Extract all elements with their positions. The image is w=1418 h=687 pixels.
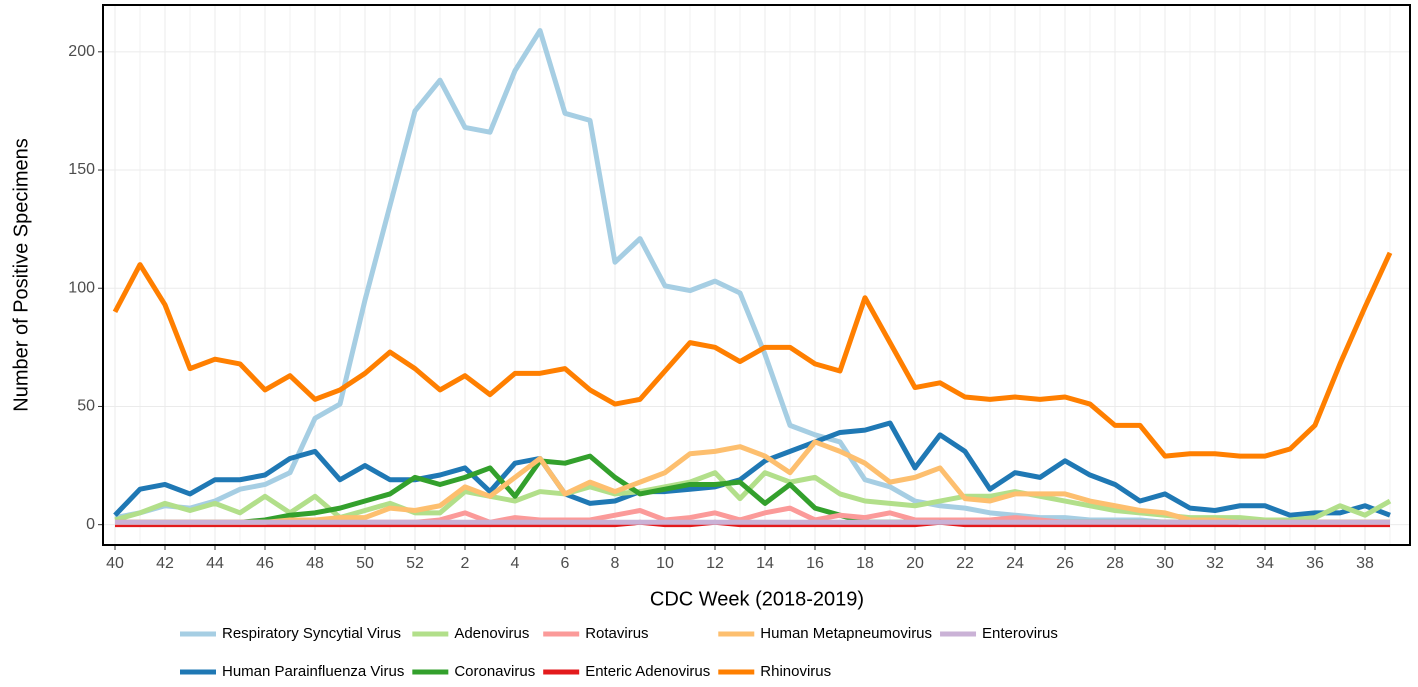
x-tick-label: 36 <box>1306 555 1324 572</box>
x-tick-label: 14 <box>756 555 774 572</box>
y-tick-label: 200 <box>68 43 95 60</box>
y-tick-label: 150 <box>68 161 95 178</box>
x-tick-label: 34 <box>1256 555 1274 572</box>
legend-label: Enteric Adenovirus <box>585 663 710 680</box>
x-tick-label: 40 <box>106 555 124 572</box>
x-tick-label: 24 <box>1006 555 1024 572</box>
x-tick-label: 4 <box>511 555 520 572</box>
x-tick-label: 28 <box>1106 555 1124 572</box>
x-tick-label: 18 <box>856 555 874 572</box>
y-axis-title: Number of Positive Specimens <box>10 138 32 411</box>
y-tick-label: 0 <box>86 516 95 533</box>
x-tick-label: 48 <box>306 555 324 572</box>
y-tick-label: 50 <box>77 398 95 415</box>
x-tick-label: 2 <box>461 555 470 572</box>
y-tick-label: 100 <box>68 279 95 296</box>
series-line <box>112 251 1393 459</box>
legend-label: Human Metapneumovirus <box>760 625 932 642</box>
legend-label: Rhinovirus <box>760 663 831 680</box>
plot-border <box>102 4 1411 546</box>
x-tick-label: 26 <box>1056 555 1074 572</box>
x-tick-label: 20 <box>906 555 924 572</box>
x-tick-label: 44 <box>206 555 224 572</box>
x-tick-label: 38 <box>1356 555 1374 572</box>
x-tick-label: 52 <box>406 555 424 572</box>
x-tick-label: 50 <box>356 555 374 572</box>
legend-label: Enterovirus <box>982 625 1058 642</box>
x-tick-label: 32 <box>1206 555 1224 572</box>
x-tick-label: 6 <box>561 555 570 572</box>
x-tick-label: 30 <box>1156 555 1174 572</box>
series-line <box>113 420 1391 518</box>
legend-label: Human Parainfluenza Virus <box>222 663 404 680</box>
x-tick-label: 22 <box>956 555 974 572</box>
series-line <box>115 439 1390 525</box>
legend-label: Rotavirus <box>585 625 648 642</box>
x-tick-label: 42 <box>156 555 174 572</box>
x-tick-label: 16 <box>806 555 824 572</box>
legend-label: Coronavirus <box>454 663 535 680</box>
legend-label: Respiratory Syncytial Virus <box>222 625 401 642</box>
legend-label: Adenovirus <box>454 625 529 642</box>
x-tick-label: 46 <box>256 555 274 572</box>
plot-background <box>103 5 1410 545</box>
x-tick-label: 12 <box>706 555 724 572</box>
x-axis-title: CDC Week (2018-2019) <box>650 588 864 610</box>
x-tick-label: 10 <box>656 555 674 572</box>
x-tick-label: 8 <box>611 555 620 572</box>
